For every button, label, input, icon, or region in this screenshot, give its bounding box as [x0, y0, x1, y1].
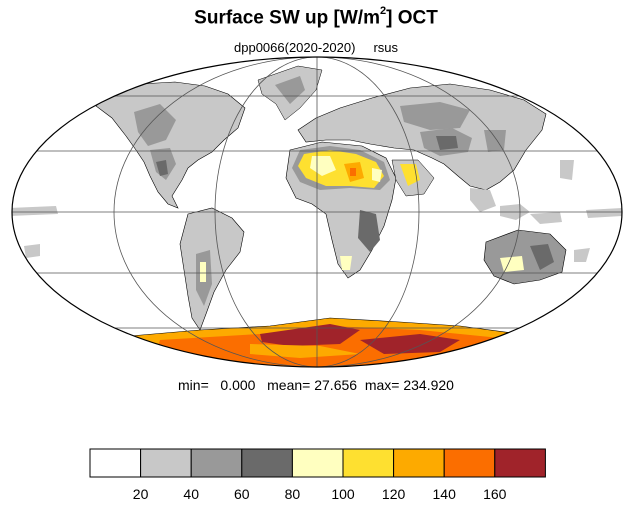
map-title: Surface SW up [W/m2] OCT: [0, 5, 632, 29]
colorbar-bin: [342, 448, 395, 478]
colorbar-tick-label: 20: [133, 486, 149, 502]
colorbar-bin: [393, 448, 445, 478]
experiment-label: dpp0066(2020-2020): [234, 40, 356, 55]
colorbar-tick-label: 100: [331, 486, 355, 502]
graticule: [12, 57, 622, 367]
title-suffix: ] OCT: [386, 7, 438, 29]
title-prefix: Surface SW up [W/m: [194, 7, 380, 29]
max-label: max=: [364, 377, 400, 393]
stats-line: min= 0.000 mean= 27.656 max= 234.920: [0, 377, 632, 393]
colorbar-bins: [89, 448, 546, 478]
min-value: 0.000: [220, 377, 256, 393]
colorbar-bin: [443, 448, 496, 478]
colorbar-bin: [89, 448, 142, 478]
max-value: 234.920: [403, 377, 454, 393]
colorbar-tick-label: 160: [483, 486, 507, 502]
world-map: [11, 56, 623, 368]
map-subtitle: dpp0066(2020-2020) rsus: [0, 40, 632, 55]
colorbar-labels: 20 40 60 80 100 120 140 160: [133, 486, 507, 502]
globe-outline: [11, 56, 623, 368]
colorbar-bin: [291, 448, 344, 478]
colorbar-bin: [140, 448, 192, 478]
colorbar-tick-label: 140: [433, 486, 457, 502]
min-label: min=: [178, 377, 209, 393]
colorbar-tick-label: 80: [285, 486, 301, 502]
colorbar-bin: [494, 448, 546, 478]
colorbar-tick-label: 120: [382, 486, 406, 502]
colorbar-tick-label: 60: [234, 486, 250, 502]
colorbar-bin: [190, 448, 243, 478]
title-superscript: 2: [379, 5, 387, 17]
mean-value: 27.656: [314, 377, 358, 393]
colorbar-bin: [241, 448, 293, 478]
colorbar-tick-label: 40: [183, 486, 199, 502]
mean-label: mean=: [267, 377, 311, 393]
variable-label: rsus: [373, 40, 398, 55]
north-america: [95, 81, 246, 209]
south-america: [179, 207, 245, 331]
